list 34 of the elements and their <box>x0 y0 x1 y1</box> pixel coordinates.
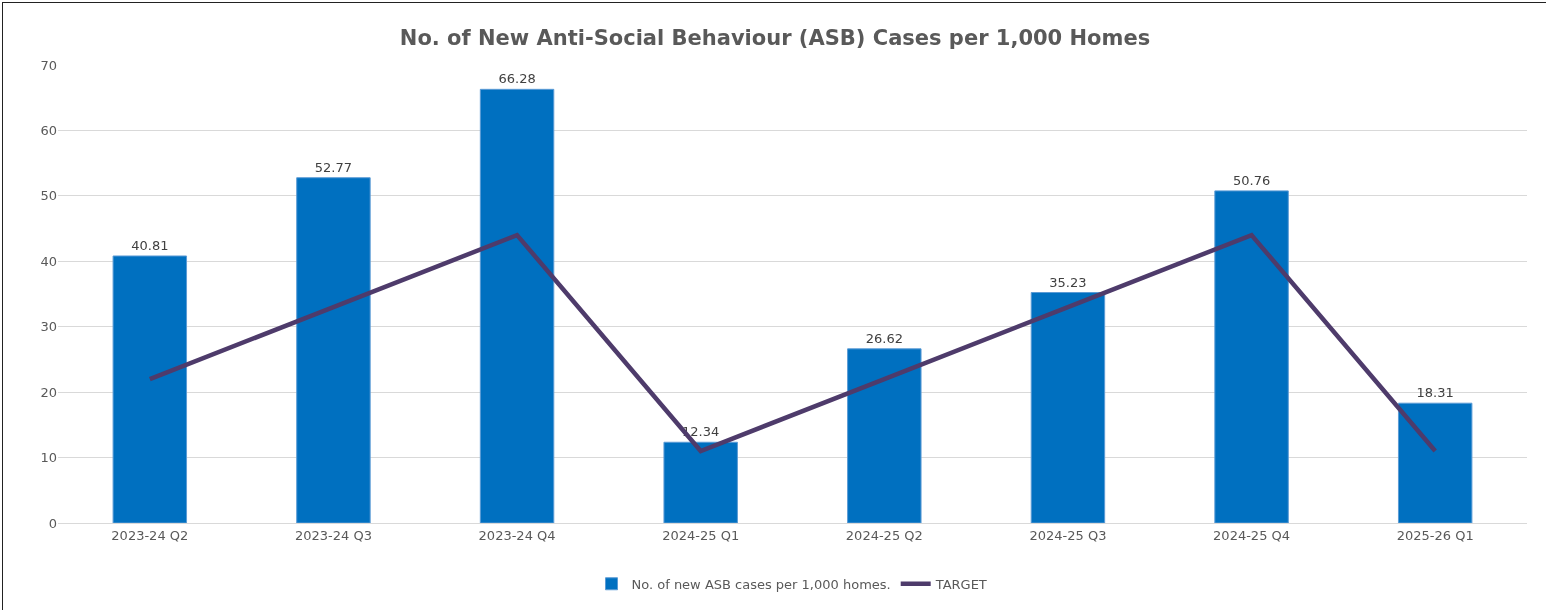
y-tick-label: 40 <box>40 253 57 269</box>
data-label: 66.28 <box>498 71 536 87</box>
bar <box>847 348 922 523</box>
x-tick-label: 2025-26 Q1 <box>1396 527 1474 543</box>
bar <box>479 88 555 523</box>
x-tick-label: 2024-25 Q2 <box>845 527 923 543</box>
data-label: 18.31 <box>1416 385 1454 401</box>
y-tick-label: 30 <box>40 319 57 335</box>
data-label: 50.76 <box>1232 172 1271 188</box>
data-label: 52.77 <box>314 159 353 175</box>
y-tick-label: 70 <box>40 57 57 73</box>
x-tick-label: 2023-24 Q2 <box>111 527 189 543</box>
legend-label: TARGET <box>934 576 987 592</box>
bar <box>1397 402 1473 523</box>
bar <box>1214 190 1289 523</box>
bar <box>663 441 738 523</box>
data-label: 26.62 <box>865 330 903 346</box>
y-tick-label: 10 <box>40 450 57 466</box>
y-tick-label: 50 <box>40 188 57 204</box>
data-label: 40.81 <box>131 237 169 253</box>
y-tick-label: 60 <box>40 122 57 138</box>
chart-title: No. of New Anti-Social Behaviour (ASB) Cases per 1,000 Homes <box>399 26 1151 51</box>
data-label: 35.23 <box>1049 274 1087 290</box>
x-tick-label: 2024-25 Q4 <box>1213 527 1291 543</box>
x-tick-label: 2024-25 Q3 <box>1029 527 1107 543</box>
bar <box>296 177 371 523</box>
x-tick-label: 2023-24 Q3 <box>294 527 372 543</box>
bar <box>112 255 188 523</box>
bar <box>1030 292 1106 523</box>
x-tick-label: 2023-24 Q4 <box>478 527 556 543</box>
y-tick-label: 0 <box>48 515 57 531</box>
x-tick-label: 2024-25 Q1 <box>662 527 740 543</box>
y-tick-label: 20 <box>40 384 57 400</box>
legend-label: No. of new ASB cases per 1,000 homes. <box>631 576 891 592</box>
